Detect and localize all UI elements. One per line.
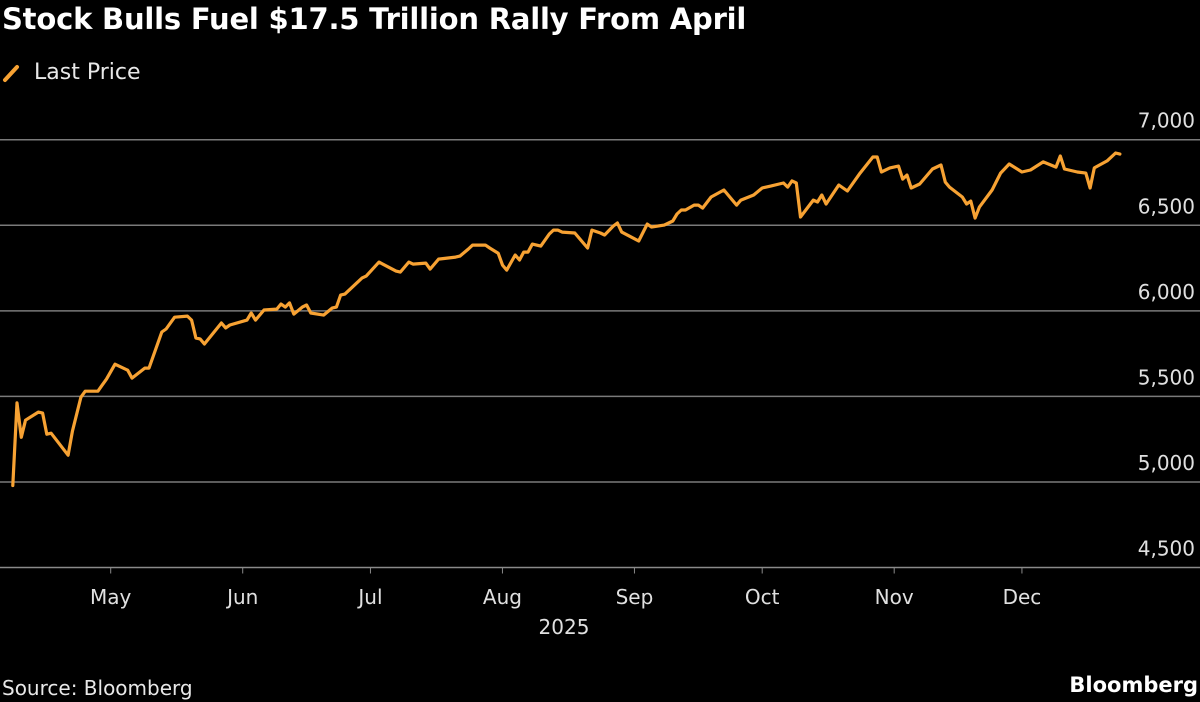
x-tick-label: Oct <box>745 585 780 609</box>
y-tick-label: 5,000 <box>1138 451 1195 475</box>
source-note: Source: Bloomberg <box>2 676 193 700</box>
y-tick-label: 6,500 <box>1138 194 1195 218</box>
legend-line-icon <box>3 64 19 82</box>
x-axis-label: 2025 <box>539 615 590 639</box>
x-tick-label: Sep <box>616 585 654 609</box>
series-line-last-price <box>11 151 1122 488</box>
legend: Last Price <box>2 60 141 85</box>
x-tick-label: Jun <box>225 585 258 609</box>
x-tick-label: Nov <box>875 585 914 609</box>
y-tick-label: 6,000 <box>1138 280 1195 304</box>
x-tick-label: Dec <box>1003 585 1042 609</box>
chart-title: Stock Bulls Fuel $17.5 Trillion Rally Fr… <box>2 2 747 36</box>
x-tick-label: Jul <box>356 585 382 609</box>
legend-label: Last Price <box>34 60 141 85</box>
y-tick-label: 4,500 <box>1138 537 1195 561</box>
brand-logo: Bloomberg <box>1069 673 1198 697</box>
x-tick-label: May <box>90 585 132 609</box>
x-tick-label: Aug <box>483 585 522 609</box>
y-tick-label: 5,500 <box>1138 365 1195 389</box>
y-tick-label: 7,000 <box>1138 109 1195 133</box>
